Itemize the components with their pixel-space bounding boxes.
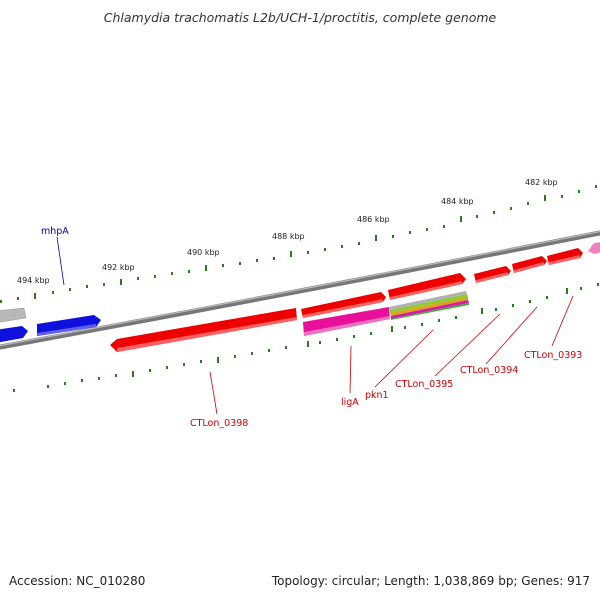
gene-blue-reverse bbox=[0, 326, 28, 343]
accession-text: Accession: NC_010280 bbox=[9, 574, 146, 588]
scale-label-492: 492 kbp bbox=[102, 263, 135, 272]
genome-backbone bbox=[0, 230, 600, 350]
scale-label-488: 488 kbp bbox=[272, 232, 305, 241]
gene-pkn1-stack bbox=[389, 291, 469, 320]
label-CTLon_0395: CTLon_0395 bbox=[395, 379, 453, 390]
label-CTLon_0394: CTLon_0394 bbox=[460, 365, 518, 376]
inner-tick-track bbox=[13, 283, 599, 392]
label-mhpA: mhpA bbox=[41, 226, 69, 237]
gene-grey-left bbox=[0, 307, 27, 323]
scale-label-482: 482 kbp bbox=[525, 178, 558, 187]
label-ligA: ligA bbox=[341, 397, 359, 408]
scale-label-486: 486 kbp bbox=[357, 215, 390, 224]
label-CTLon_0393: CTLon_0393 bbox=[524, 350, 582, 361]
gene-pink-edge bbox=[588, 242, 600, 254]
gene-CTLon_0398 bbox=[110, 308, 297, 352]
label-pkn1: pkn1 bbox=[365, 390, 389, 401]
genome-summary-text: Topology: circular; Length: 1,038,869 bp… bbox=[271, 574, 590, 588]
map-title: Chlamydia trachomatis L2b/UCH-1/proctiti… bbox=[103, 10, 497, 25]
scale-label-494: 494 kbp bbox=[17, 276, 50, 285]
label-CTLon_0398: CTLon_0398 bbox=[190, 418, 248, 429]
outer-tick-track bbox=[0, 185, 597, 303]
scale-label-484: 484 kbp bbox=[441, 197, 474, 206]
scale-label-490: 490 kbp bbox=[187, 248, 220, 257]
